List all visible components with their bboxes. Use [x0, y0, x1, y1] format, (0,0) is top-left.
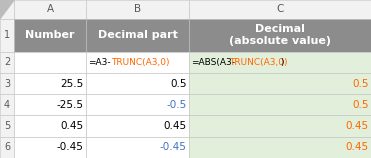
Text: 2: 2	[4, 57, 10, 67]
Text: =ABS(A3-: =ABS(A3-	[191, 58, 235, 67]
Text: =A3-: =A3-	[88, 58, 111, 67]
Text: -0.45: -0.45	[57, 142, 83, 152]
Bar	[86, 19, 189, 52]
Text: 6: 6	[4, 142, 10, 152]
Polygon shape	[0, 0, 14, 19]
Bar	[86, 94, 189, 115]
Text: 0.45: 0.45	[345, 142, 368, 152]
Text: 3: 3	[4, 79, 10, 89]
Bar	[86, 115, 189, 137]
Bar	[189, 19, 371, 52]
Bar	[189, 52, 371, 73]
Text: TRUNC(A3,0): TRUNC(A3,0)	[229, 58, 288, 67]
Bar	[86, 0, 189, 19]
Text: A: A	[46, 4, 54, 14]
Bar	[14, 73, 86, 94]
Text: C: C	[276, 4, 284, 14]
Text: 0.45: 0.45	[345, 121, 368, 131]
Bar	[0, 52, 14, 73]
Text: Number: Number	[25, 30, 75, 40]
Text: -0.45: -0.45	[160, 142, 187, 152]
Text: -0.5: -0.5	[166, 100, 187, 110]
Bar	[14, 94, 86, 115]
Text: 5: 5	[4, 121, 10, 131]
Text: 0.45: 0.45	[60, 121, 83, 131]
Text: Decimal part: Decimal part	[98, 30, 178, 40]
Bar	[14, 115, 86, 137]
Bar	[0, 115, 14, 137]
Bar	[14, 0, 86, 19]
Text: 0.5: 0.5	[170, 79, 187, 89]
Bar	[14, 52, 86, 73]
Text: 0.5: 0.5	[352, 79, 368, 89]
Text: 4: 4	[4, 100, 10, 110]
Text: 0.45: 0.45	[164, 121, 187, 131]
Bar	[86, 52, 189, 73]
Text: 1: 1	[4, 30, 10, 40]
Text: ): )	[280, 58, 284, 67]
Bar	[0, 94, 14, 115]
Bar	[189, 73, 371, 94]
Text: 25.5: 25.5	[60, 79, 83, 89]
Text: B: B	[134, 4, 141, 14]
Bar	[0, 19, 14, 52]
Bar	[0, 73, 14, 94]
Text: -25.5: -25.5	[56, 100, 83, 110]
Bar	[86, 137, 189, 158]
Bar	[0, 0, 14, 19]
Text: Decimal
(absolute value): Decimal (absolute value)	[229, 24, 331, 46]
Bar	[189, 115, 371, 137]
Text: 0.5: 0.5	[352, 100, 368, 110]
Bar	[14, 137, 86, 158]
Bar	[189, 94, 371, 115]
Bar	[14, 19, 86, 52]
Bar	[0, 137, 14, 158]
Bar	[189, 137, 371, 158]
Text: TRUNC(A3,0): TRUNC(A3,0)	[111, 58, 170, 67]
Bar	[86, 73, 189, 94]
Bar	[189, 0, 371, 19]
